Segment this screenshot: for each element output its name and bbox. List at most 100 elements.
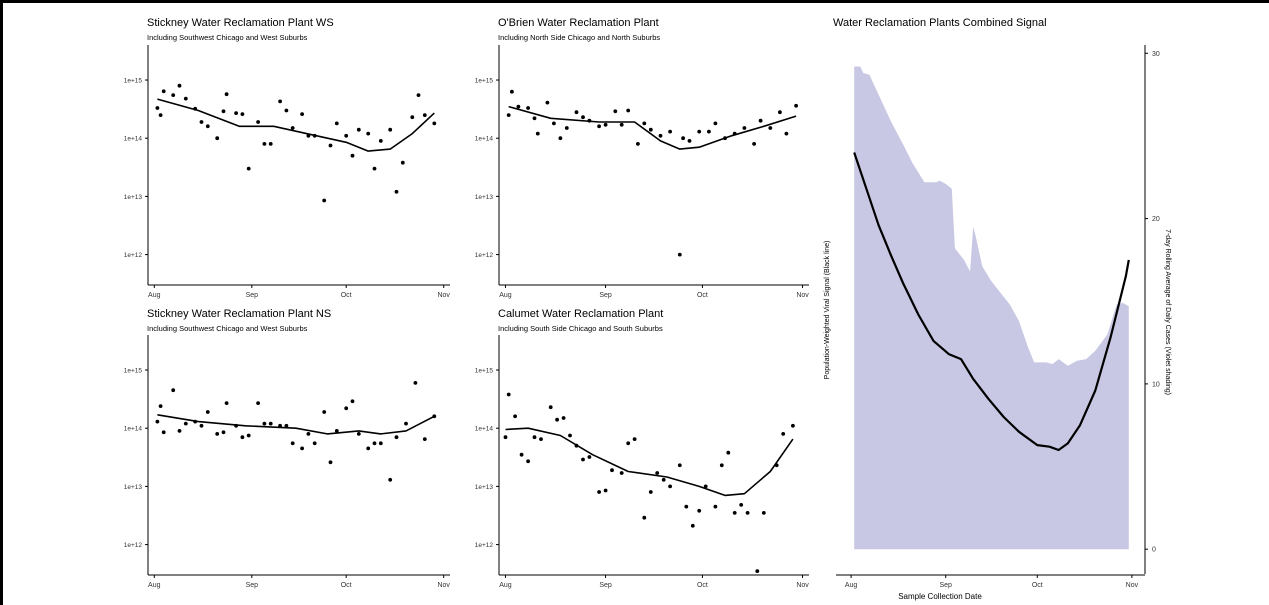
- data-point: [183, 96, 188, 101]
- data-point: [648, 127, 653, 132]
- data-point: [199, 423, 204, 428]
- x-tick-label: Sep: [246, 292, 259, 299]
- x-tick-label: Oct: [341, 582, 352, 589]
- data-point: [161, 89, 166, 94]
- y-tick-label: 1e+14: [124, 136, 143, 143]
- data-point: [610, 468, 614, 473]
- data-point: [558, 136, 563, 141]
- data-point: [742, 126, 747, 130]
- y-tick-label: 1e+15: [475, 368, 494, 375]
- panel-title: Stickney Water Reclamation Plant WS: [147, 17, 334, 29]
- data-point: [784, 131, 789, 136]
- y-tick-label: 1e+15: [124, 368, 143, 375]
- data-point: [545, 100, 550, 105]
- x-tick-label: Aug: [148, 582, 161, 589]
- data-point: [548, 405, 553, 410]
- data-point: [658, 133, 663, 138]
- data-point: [388, 477, 393, 482]
- data-point: [687, 139, 692, 143]
- data-point: [284, 108, 289, 113]
- panel-title: O'Brien Water Reclamation Plant: [498, 17, 659, 29]
- x-tick-label: Nov: [1126, 582, 1139, 589]
- data-point: [240, 435, 245, 440]
- data-point: [707, 129, 711, 134]
- panel-title: Calumet Water Reclamation Plant: [498, 308, 663, 320]
- data-point: [215, 432, 220, 436]
- data-point: [394, 435, 399, 440]
- trend-line: [505, 427, 794, 497]
- data-point: [161, 430, 166, 435]
- data-point: [603, 488, 608, 493]
- data-point: [568, 433, 572, 438]
- data-point: [677, 463, 682, 468]
- data-point: [312, 441, 317, 446]
- data-point: [268, 421, 273, 426]
- data-point: [516, 104, 521, 109]
- data-point: [256, 401, 260, 405]
- data-point: [791, 423, 795, 428]
- x-tick-label: Sep: [939, 582, 952, 589]
- data-point: [221, 430, 226, 435]
- panel-title: Stickney Water Reclamation Plant NS: [147, 308, 331, 320]
- data-point: [432, 121, 437, 126]
- y-tick-label: 1e+12: [475, 542, 494, 549]
- data-point: [177, 429, 182, 433]
- panel-subtitle: Including Southwest Chicago and West Sub…: [147, 324, 308, 333]
- y-tick-label: 1e+15: [124, 78, 143, 85]
- data-point: [642, 121, 647, 126]
- y-tick-label: 1e+15: [475, 78, 494, 85]
- data-point: [410, 115, 415, 120]
- x-tick-label: Nov: [437, 292, 450, 299]
- data-point: [322, 410, 327, 414]
- data-point: [372, 166, 377, 171]
- panel-subtitle: Including South Side Chicago and South S…: [498, 324, 663, 333]
- data-point: [613, 109, 618, 114]
- data-point: [532, 435, 537, 440]
- data-point: [574, 110, 579, 115]
- data-point: [171, 388, 176, 393]
- data-point: [745, 511, 750, 515]
- data-point: [205, 410, 210, 414]
- signal-line: [853, 152, 1130, 452]
- data-point: [221, 109, 226, 114]
- data-point: [697, 508, 702, 513]
- data-point: [328, 460, 333, 465]
- data-point: [290, 126, 295, 130]
- data-point: [183, 421, 188, 426]
- data-point: [246, 166, 251, 171]
- cases-area: [854, 66, 1129, 550]
- data-point: [655, 471, 660, 475]
- y-tick-label: 1e+12: [475, 252, 494, 259]
- data-point: [215, 136, 220, 141]
- y-tick-label: 1e+14: [475, 426, 494, 433]
- y-tick-label: 1e+13: [475, 194, 494, 201]
- data-point: [532, 116, 537, 121]
- y-tick-label: 1e+13: [475, 484, 494, 491]
- data-point: [378, 139, 383, 143]
- data-point: [539, 437, 543, 441]
- y2-tick-label: 20: [1152, 216, 1160, 223]
- data-point: [603, 122, 608, 127]
- data-point: [224, 401, 229, 405]
- data-point: [378, 441, 383, 446]
- data-point: [366, 131, 371, 136]
- trend-line: [157, 414, 435, 435]
- y-axis-title: Population-Weighted Viral Signal (Black …: [824, 241, 831, 380]
- data-point: [356, 432, 361, 436]
- data-point: [334, 429, 339, 433]
- data-point: [278, 99, 282, 104]
- panel-title: Water Reclamation Plants Combined Signal: [833, 17, 1047, 29]
- data-point: [526, 106, 530, 110]
- data-point: [328, 143, 333, 148]
- data-point: [240, 112, 245, 116]
- data-point: [697, 129, 702, 134]
- x-tick-label: Sep: [246, 582, 259, 589]
- data-point: [684, 504, 689, 509]
- data-point: [597, 490, 601, 494]
- data-point: [422, 113, 427, 117]
- data-point: [388, 127, 393, 132]
- data-point: [632, 437, 637, 441]
- data-point: [510, 89, 514, 94]
- data-point: [356, 127, 361, 132]
